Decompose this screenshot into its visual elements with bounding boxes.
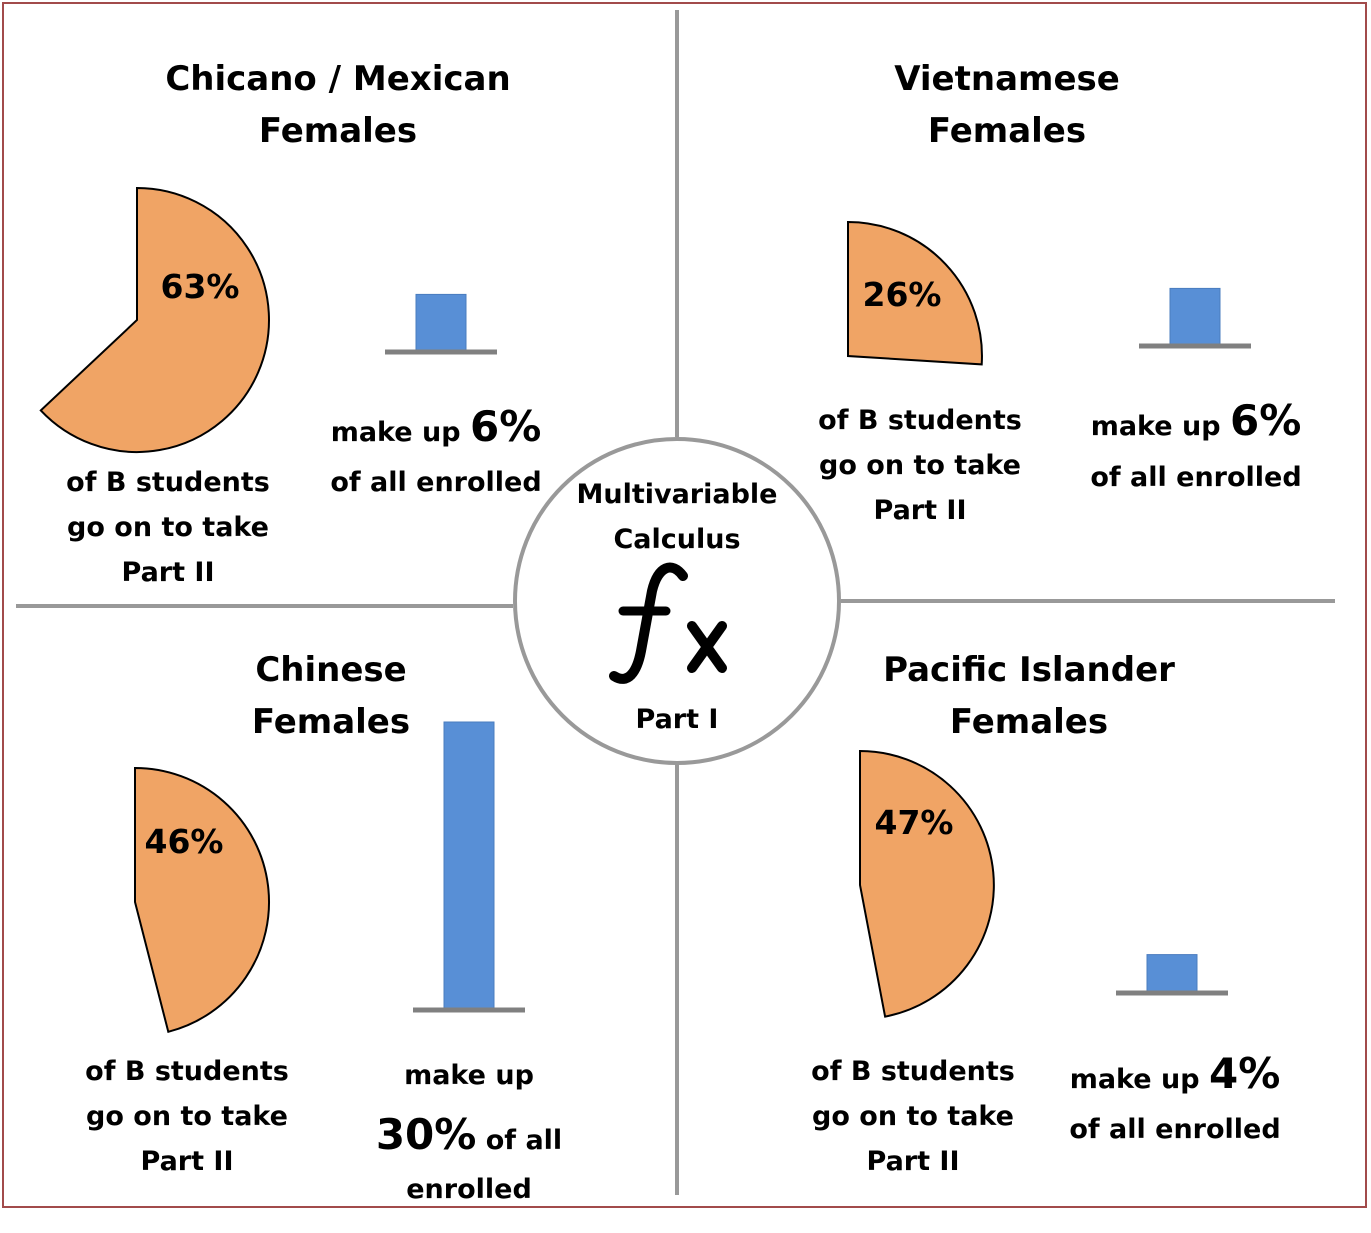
- function-fx-icon: [609, 562, 727, 684]
- center-circle: [513, 437, 841, 765]
- q4-enroll-value: 4%: [1208, 1049, 1281, 1098]
- q2-caption-3: Part II: [873, 495, 967, 526]
- q2-caption-2: go on to take: [819, 450, 1021, 481]
- q3-caption-3: Part II: [140, 1146, 234, 1177]
- q3-enroll-post: enrolled: [406, 1174, 532, 1205]
- q1-enroll-post: of all enrolled: [330, 467, 542, 498]
- q4-title-line2: Females: [949, 702, 1109, 742]
- q1-enrolled-bar: [415, 293, 467, 353]
- q1-enroll-pre: make up: [330, 417, 461, 448]
- q1-title-line1: Chicano / Mexican: [165, 59, 511, 99]
- q4-title-line1: Pacific Islander: [883, 650, 1175, 690]
- frame: [2, 2, 1367, 1208]
- q1-caption-3: Part II: [121, 557, 215, 588]
- q4-enroll-line1: make up 4%: [1025, 1051, 1325, 1102]
- q3-enroll-line2: 30% of all: [319, 1112, 619, 1163]
- center-line3: Part I: [635, 704, 719, 735]
- q4-pie-wedge: [859, 749, 995, 1018]
- q4-enroll-pre: make up: [1069, 1064, 1200, 1095]
- q2-enroll-post: of all enrolled: [1090, 462, 1302, 493]
- q3-title-line2: Females: [251, 702, 411, 742]
- q3-caption-2: go on to take: [86, 1101, 288, 1132]
- center-line2: Calculus: [613, 524, 741, 555]
- q3-pie-wedge: [134, 766, 270, 1034]
- q2-title-line1: Vietnamese: [894, 59, 1120, 99]
- q1-caption-2: go on to take: [67, 512, 269, 543]
- q2-pie-wedge: [847, 220, 983, 366]
- q1-pie-label: 63%: [160, 267, 240, 306]
- q4-enrolled-bar: [1146, 954, 1198, 994]
- q1-title-line2: Females: [258, 111, 418, 151]
- q2-enroll-line1: make up 6%: [1046, 398, 1346, 449]
- q3-enroll-pre: make up: [404, 1060, 534, 1091]
- q2-title-line2: Females: [927, 111, 1087, 151]
- q2-enrolled-bar: [1169, 287, 1221, 347]
- q3-title-line1: Chinese: [255, 650, 407, 690]
- q4-caption-3: Part II: [866, 1146, 960, 1177]
- q2-caption-1: of B students: [818, 405, 1022, 436]
- q2-enroll-pre: make up: [1090, 411, 1221, 442]
- q4-enroll-post: of all enrolled: [1069, 1114, 1281, 1145]
- q3-pie-label: 46%: [144, 822, 224, 861]
- q3-enrolled-bar: [443, 721, 495, 1011]
- q2-pie-label: 26%: [862, 275, 942, 314]
- q3-enroll-mid: of all: [485, 1125, 563, 1156]
- q1-enroll-line1: make up 6%: [286, 404, 586, 455]
- q4-caption-2: go on to take: [812, 1101, 1014, 1132]
- q1-caption-1: of B students: [66, 467, 270, 498]
- q3-caption-1: of B students: [85, 1056, 289, 1087]
- q3-enroll-value: 30%: [375, 1110, 477, 1159]
- q2-enroll-value: 6%: [1229, 396, 1302, 445]
- q1-enroll-value: 6%: [469, 402, 542, 451]
- center-line1: Multivariable: [576, 479, 778, 510]
- q4-pie-label: 47%: [874, 803, 954, 842]
- q1-pie-wedge: [39, 186, 270, 453]
- q4-caption-1: of B students: [811, 1056, 1015, 1087]
